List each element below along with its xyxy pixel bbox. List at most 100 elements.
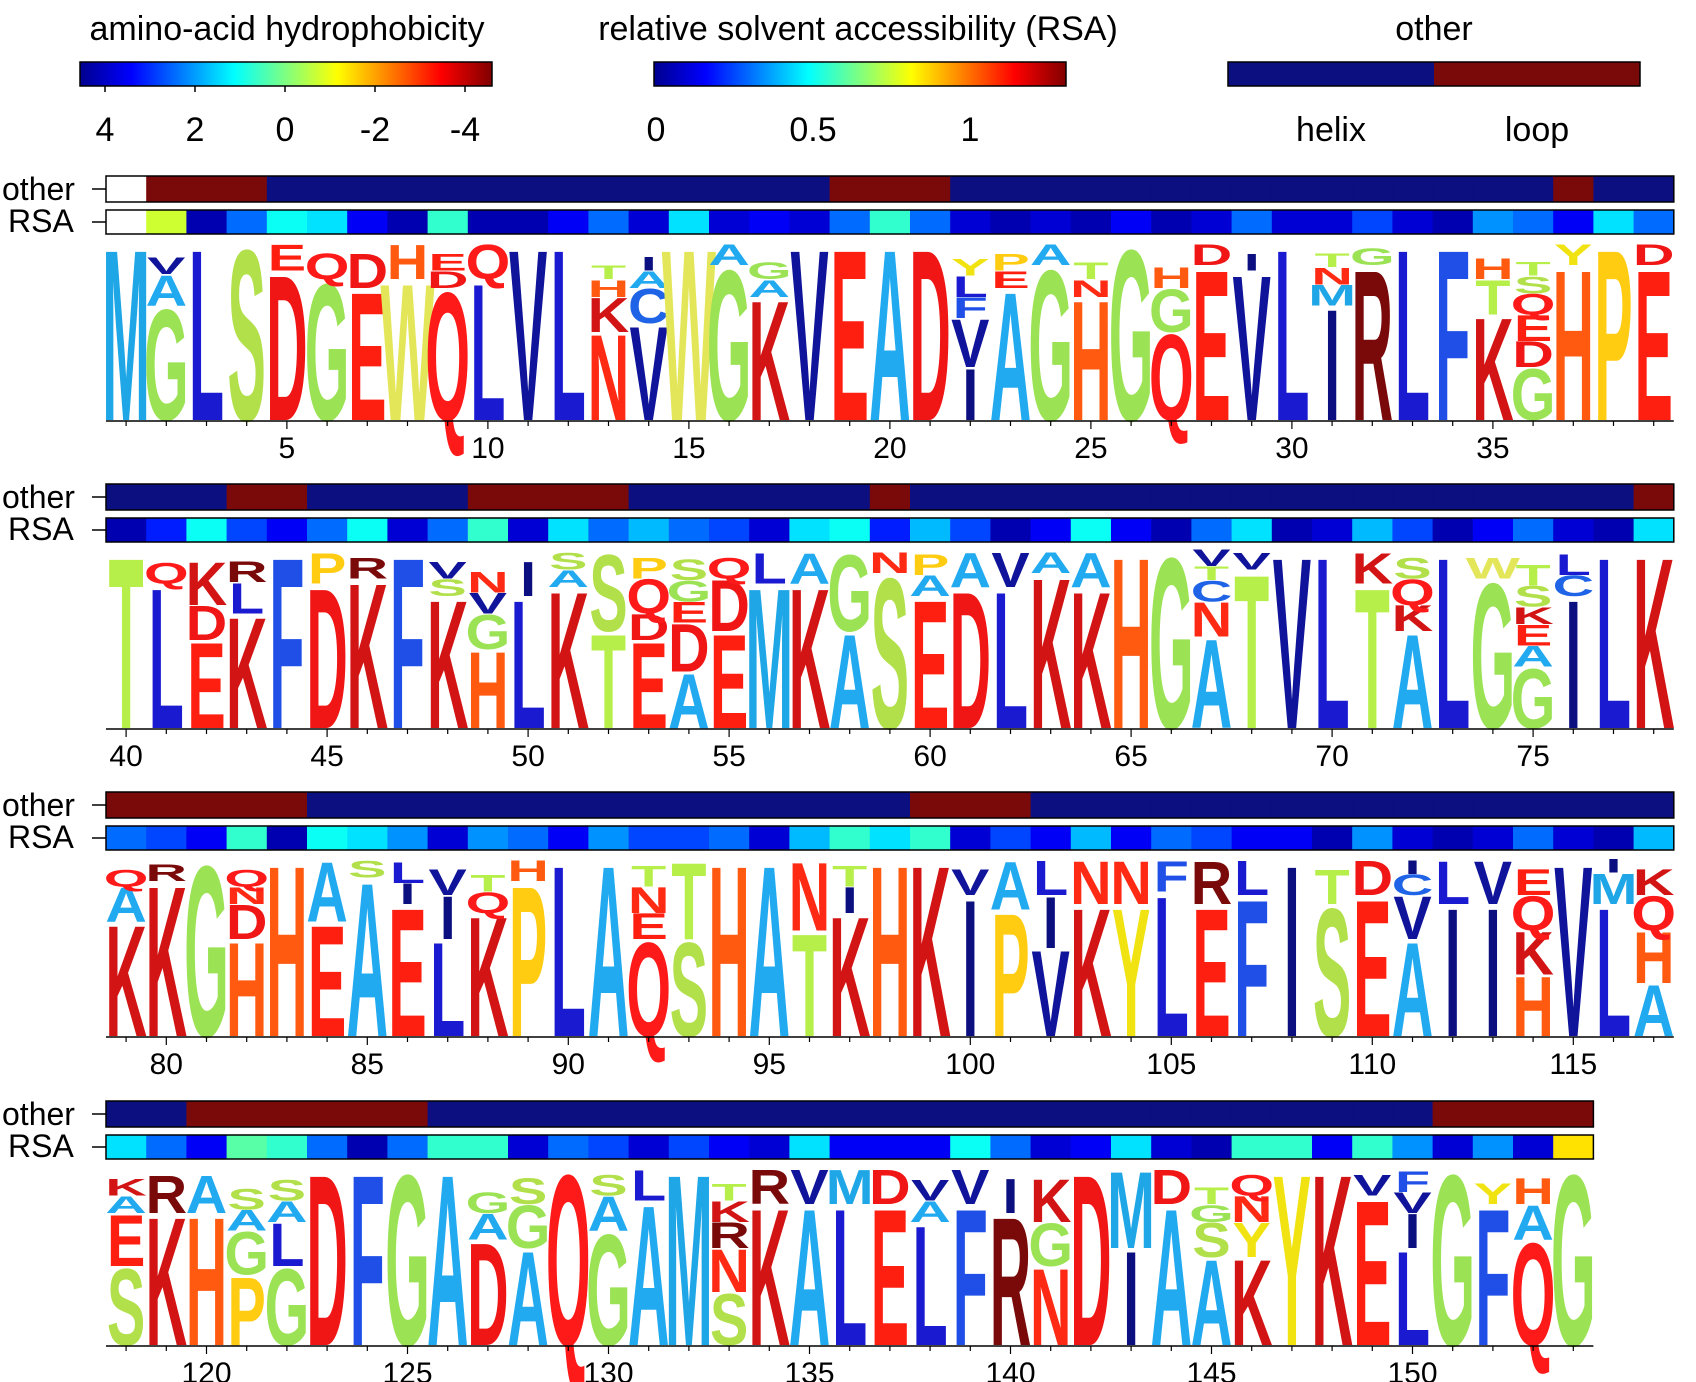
x-tick-label: 100 [945,1048,995,1081]
logo-letter: A [950,544,991,598]
logo-letter: A [708,239,749,272]
rsa-track-cell [1392,518,1434,542]
rsa-track-cell [1352,210,1393,234]
other-track-cell [749,792,790,818]
logo-letter: Q [104,865,149,892]
logo-letter: D [186,597,227,651]
logo-letter: V [1353,1169,1392,1202]
other-track-cell [1392,792,1434,818]
rsa-track-cell [146,210,187,234]
rsa-track-cell [1111,210,1152,234]
logo-letter: D [708,564,749,646]
other-track-cell [628,792,670,818]
other-track-cell [1312,1101,1353,1127]
rsa-track-cell [1432,826,1474,850]
logo-letter: I [1485,870,1501,1075]
rsa-track-cell [1633,826,1675,850]
other-track-cell [146,484,187,510]
rsa-track-label: RSA [8,511,74,547]
other-track-cell [467,484,509,510]
other-track-cell [1271,176,1313,202]
other-track-cell [1070,1101,1112,1127]
logo-letter: N [789,841,830,951]
logo-letter: H [1472,253,1513,286]
logo-letter: E [630,906,668,947]
other-track-cell [307,484,348,510]
rsa-track-cell [990,518,1032,542]
rsa-track-cell [1513,1135,1554,1159]
logo-letter: M [665,1123,713,1382]
logo-letter: K [1633,506,1674,780]
logo-letter: E [1192,226,1230,466]
logo-letter: A [990,849,1031,925]
other-track-cell [1472,484,1514,510]
other-track-cell [668,792,710,818]
logo-letter: D [1352,852,1393,906]
rsa-track-cell [869,210,911,234]
other-track-cell [1633,176,1675,202]
logo-letter: S [1514,580,1552,613]
other-track-cell [266,1101,308,1127]
other-track-cell [829,792,871,818]
rsa-track-cell [467,210,509,234]
logo-letter: P [630,552,668,585]
rsa-track-cell [1553,826,1594,850]
rsa-track-cell [1593,210,1635,234]
other-track-cell [1030,792,1072,818]
legend-hydrophobicity-ticks: 4 2 0 -2 -4 [96,86,480,149]
logo-letter: L [269,1210,304,1279]
logo-letter: R [708,1215,749,1256]
logo-letter: N [1231,1189,1272,1230]
logo-letter: Q [626,571,671,625]
logo-letter: R [749,1161,790,1215]
logo-letter: I [1284,814,1300,1088]
rsa-track-cell [1231,826,1273,850]
other-track-cell [628,176,670,202]
other-track-cell [1312,792,1353,818]
logo-letter: F [1154,852,1189,901]
logo-letter: V [951,1161,990,1215]
other-track-cell [1111,484,1152,510]
other-track-cell [1312,176,1353,202]
logo-letter: P [308,544,346,593]
logo-letter: Q [466,886,511,919]
logo-letter: V [147,252,186,279]
logo-letter: C [1392,869,1433,902]
logo-letter: A [226,1204,267,1237]
rsa-track-cell [1151,210,1192,234]
logo-letter: H [266,814,307,1088]
other-track-cell [106,792,147,818]
rsa-track-cell [950,518,991,542]
other-track-cell [1191,1101,1233,1127]
logo-letter: G [466,606,511,660]
logo-letter: P [991,249,1029,276]
rsa-track-cell [387,1135,429,1159]
rsa-track-cell [668,210,710,234]
other-track-cell [226,1101,268,1127]
logo-letter: D [347,245,388,299]
logo-letter: N [1311,263,1352,290]
legend-other-title: other [1395,10,1473,48]
rsa-track-cell [869,826,911,850]
logo-letter: V [1192,544,1231,571]
logo-letter: D [306,1123,347,1382]
logo-letter: K [1352,544,1394,593]
logo-letter: N [708,1237,749,1306]
rsa-track-cell [588,826,630,850]
other-track-cell [347,1101,388,1127]
logo-letter: D [1512,334,1553,375]
rsa-track-cell [1472,210,1514,234]
logo-letter: A [467,1207,508,1248]
logo-letter: A [1070,544,1111,598]
other-track-cell [1432,1101,1474,1127]
other-track-cell [1271,484,1313,510]
logo-letter: S [268,1174,306,1207]
rsa-track-cell [709,826,750,850]
rsa-track-cell [387,518,429,542]
logo-letter: K [789,549,830,772]
rsa-track-cell [869,1135,911,1159]
rsa-track-cell [789,1135,831,1159]
x-tick-label: 5 [279,432,296,465]
